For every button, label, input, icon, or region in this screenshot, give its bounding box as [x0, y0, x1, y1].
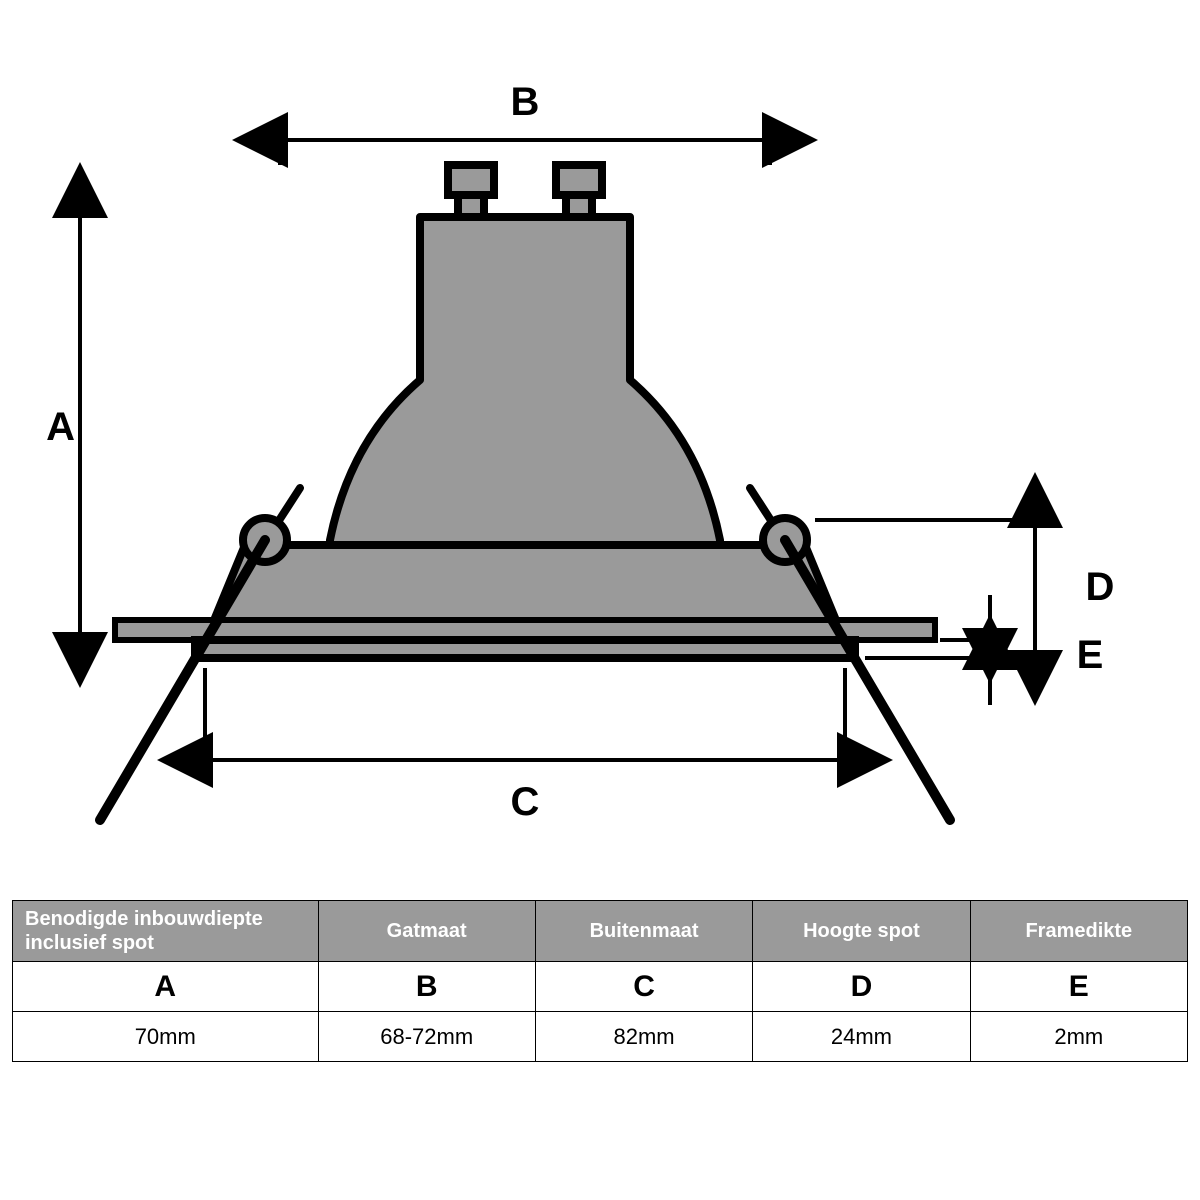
- value-b: 68-72mm: [318, 1012, 535, 1062]
- dimension-e: E: [940, 595, 1103, 705]
- fixture-bottom-lip: [195, 640, 855, 658]
- header-a: Benodigde inbouwdiepte inclusief spot: [13, 901, 319, 962]
- table-value-row: 70mm 68-72mm 82mm 24mm 2mm: [13, 1012, 1188, 1062]
- value-e: 2mm: [970, 1012, 1187, 1062]
- table-header-row: Benodigde inbouwdiepte inclusief spot Ga…: [13, 901, 1188, 962]
- clip-arm-right: [785, 540, 950, 820]
- label-c: C: [511, 780, 540, 824]
- dimension-c: C: [205, 668, 845, 824]
- label-b: B: [511, 80, 540, 124]
- clip-arm-left: [100, 540, 265, 820]
- label-e: E: [1077, 633, 1104, 677]
- dimension-b: B: [280, 80, 770, 165]
- bulb-pins: [448, 165, 602, 217]
- dimension-a: A: [46, 210, 100, 640]
- technical-drawing: B A C D E: [0, 0, 1200, 900]
- table-letter-row: A B C D E: [13, 962, 1188, 1012]
- value-a: 70mm: [13, 1012, 319, 1062]
- letter-d: D: [753, 962, 970, 1012]
- header-e: Framedikte: [970, 901, 1187, 962]
- header-b: Gatmaat: [318, 901, 535, 962]
- spec-table: Benodigde inbouwdiepte inclusief spot Ga…: [12, 900, 1188, 1062]
- letter-a: A: [13, 962, 319, 1012]
- letter-c: C: [535, 962, 752, 1012]
- label-d: D: [1086, 565, 1115, 609]
- letter-e: E: [970, 962, 1187, 1012]
- bulb-body: [330, 217, 720, 560]
- label-a: A: [46, 405, 75, 449]
- value-d: 24mm: [753, 1012, 970, 1062]
- letter-b: B: [318, 962, 535, 1012]
- value-c: 82mm: [535, 1012, 752, 1062]
- header-d: Hoogte spot: [753, 901, 970, 962]
- drawing-svg: B A C D E: [0, 0, 1200, 900]
- header-c: Buitenmaat: [535, 901, 752, 962]
